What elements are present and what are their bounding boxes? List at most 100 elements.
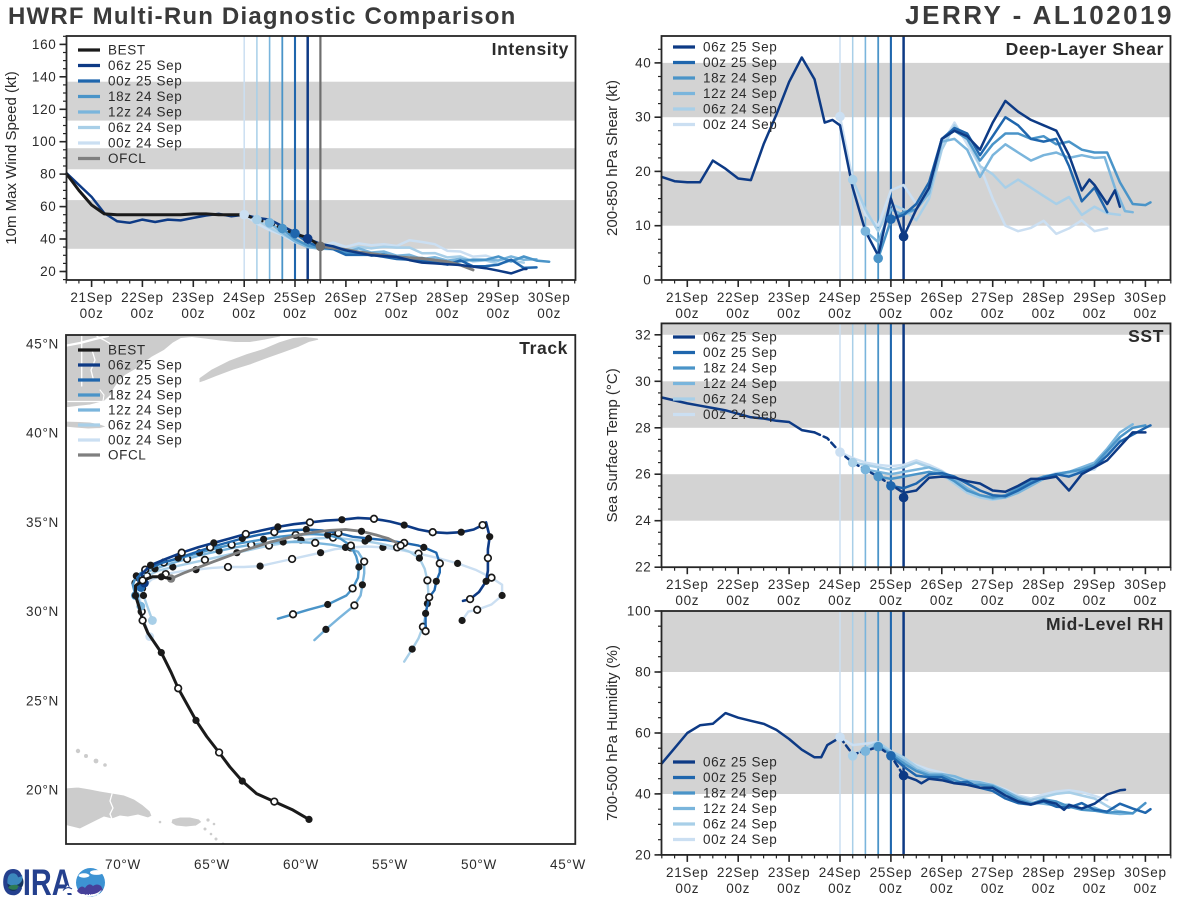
svg-text:BEST: BEST <box>108 343 146 358</box>
svg-text:28Sep: 28Sep <box>1022 865 1065 880</box>
svg-text:06z 25 Sep: 06z 25 Sep <box>703 755 777 770</box>
svg-text:BEST: BEST <box>108 43 146 58</box>
svg-text:20°N: 20°N <box>26 783 59 798</box>
svg-text:29Sep: 29Sep <box>1073 577 1116 592</box>
svg-text:00z: 00z <box>828 881 852 896</box>
svg-text:40: 40 <box>40 232 56 247</box>
svg-text:20: 20 <box>635 164 651 179</box>
svg-text:00z 24 Sep: 00z 24 Sep <box>108 433 182 448</box>
svg-text:00z: 00z <box>777 306 801 321</box>
svg-text:00z: 00z <box>181 306 205 321</box>
svg-text:06z 24 Sep: 06z 24 Sep <box>703 102 777 117</box>
svg-text:10: 10 <box>635 218 651 233</box>
svg-text:00z: 00z <box>726 881 750 896</box>
svg-text:70°W: 70°W <box>105 857 141 872</box>
svg-text:18z 24 Sep: 18z 24 Sep <box>108 89 182 104</box>
svg-text:06z 25 Sep: 06z 25 Sep <box>108 358 182 373</box>
svg-text:00z 25 Sep: 00z 25 Sep <box>703 55 777 70</box>
svg-text:00z: 00z <box>828 593 852 608</box>
svg-text:12z 24 Sep: 12z 24 Sep <box>108 105 182 120</box>
svg-text:00z: 00z <box>334 306 358 321</box>
svg-text:12z 24 Sep: 12z 24 Sep <box>703 801 777 816</box>
svg-text:40: 40 <box>635 55 651 70</box>
svg-text:30Sep: 30Sep <box>1124 577 1167 592</box>
svg-text:40: 40 <box>635 786 651 801</box>
svg-text:30°N: 30°N <box>26 604 59 619</box>
svg-text:00z: 00z <box>828 306 852 321</box>
svg-text:40°N: 40°N <box>26 426 59 441</box>
svg-text:Mid-Level RH: Mid-Level RH <box>1046 614 1164 634</box>
svg-text:RAMMB: RAMMB <box>82 893 101 899</box>
svg-text:21Sep: 21Sep <box>666 290 709 305</box>
svg-text:06z 25 Sep: 06z 25 Sep <box>703 40 777 55</box>
svg-text:29Sep: 29Sep <box>477 290 520 305</box>
svg-text:30: 30 <box>635 110 651 125</box>
svg-text:60: 60 <box>40 199 56 214</box>
svg-text:06z 24 Sep: 06z 24 Sep <box>703 392 777 407</box>
svg-text:Track: Track <box>519 338 568 358</box>
svg-text:18z 24 Sep: 18z 24 Sep <box>703 786 777 801</box>
svg-text:10m Max Wind Speed (kt): 10m Max Wind Speed (kt) <box>3 71 20 244</box>
svg-text:18z 24 Sep: 18z 24 Sep <box>703 361 777 376</box>
svg-text:00z: 00z <box>879 593 903 608</box>
svg-text:30Sep: 30Sep <box>1124 865 1167 880</box>
svg-text:28Sep: 28Sep <box>1022 290 1065 305</box>
svg-text:20: 20 <box>635 847 651 862</box>
svg-text:00z: 00z <box>930 306 954 321</box>
svg-text:00z: 00z <box>879 306 903 321</box>
svg-text:00z 24 Sep: 00z 24 Sep <box>703 832 777 847</box>
svg-text:00z: 00z <box>385 306 409 321</box>
svg-text:55°W: 55°W <box>372 857 408 872</box>
svg-text:00z: 00z <box>879 881 903 896</box>
svg-text:00z 25 Sep: 00z 25 Sep <box>703 770 777 785</box>
svg-text:100: 100 <box>32 134 57 149</box>
svg-text:00z: 00z <box>1032 306 1056 321</box>
svg-text:00z: 00z <box>283 306 307 321</box>
svg-text:18z 24 Sep: 18z 24 Sep <box>108 388 182 403</box>
svg-text:00z: 00z <box>930 881 954 896</box>
svg-text:30Sep: 30Sep <box>528 290 571 305</box>
svg-text:60: 60 <box>635 726 651 741</box>
svg-text:18z 24 Sep: 18z 24 Sep <box>703 71 777 86</box>
svg-text:22Sep: 22Sep <box>717 290 760 305</box>
svg-text:00z: 00z <box>436 306 460 321</box>
svg-text:0: 0 <box>643 273 651 288</box>
svg-text:06z 24 Sep: 06z 24 Sep <box>108 120 182 135</box>
svg-text:60°W: 60°W <box>283 857 319 872</box>
svg-text:00z: 00z <box>1032 593 1056 608</box>
svg-text:120: 120 <box>32 102 57 117</box>
svg-text:00z: 00z <box>1133 881 1157 896</box>
svg-text:24Sep: 24Sep <box>819 577 862 592</box>
svg-text:00z 24 Sep: 00z 24 Sep <box>108 136 182 151</box>
svg-text:29Sep: 29Sep <box>1073 865 1116 880</box>
svg-text:00z: 00z <box>1083 593 1107 608</box>
svg-text:23Sep: 23Sep <box>768 290 811 305</box>
svg-text:12z 24 Sep: 12z 24 Sep <box>108 403 182 418</box>
svg-text:29Sep: 29Sep <box>1073 290 1116 305</box>
svg-text:26Sep: 26Sep <box>921 290 964 305</box>
svg-text:30Sep: 30Sep <box>1124 290 1167 305</box>
svg-text:25Sep: 25Sep <box>870 290 913 305</box>
svg-text:06z 25 Sep: 06z 25 Sep <box>108 58 182 73</box>
svg-text:Sea Surface Temp (°C): Sea Surface Temp (°C) <box>604 368 621 522</box>
svg-text:00z: 00z <box>1032 881 1056 896</box>
svg-text:HWRF Multi-Run Diagnostic Comp: HWRF Multi-Run Diagnostic Comparison <box>8 3 517 30</box>
svg-text:00z: 00z <box>726 306 750 321</box>
svg-text:80: 80 <box>635 665 651 680</box>
svg-text:SST: SST <box>1128 326 1164 346</box>
svg-text:25Sep: 25Sep <box>274 290 317 305</box>
svg-text:20: 20 <box>40 264 56 279</box>
svg-text:27Sep: 27Sep <box>971 290 1014 305</box>
svg-text:00z: 00z <box>1133 593 1157 608</box>
svg-text:06z 24 Sep: 06z 24 Sep <box>703 817 777 832</box>
svg-text:25Sep: 25Sep <box>870 577 913 592</box>
svg-text:00z 25 Sep: 00z 25 Sep <box>108 373 182 388</box>
svg-text:00z: 00z <box>726 593 750 608</box>
svg-text:00z 25 Sep: 00z 25 Sep <box>703 345 777 360</box>
svg-text:OFCL: OFCL <box>108 448 146 463</box>
svg-text:35°N: 35°N <box>26 515 59 530</box>
svg-text:00z: 00z <box>981 881 1005 896</box>
svg-text:100: 100 <box>627 604 652 619</box>
svg-text:00z: 00z <box>232 306 256 321</box>
svg-text:00z: 00z <box>537 306 561 321</box>
